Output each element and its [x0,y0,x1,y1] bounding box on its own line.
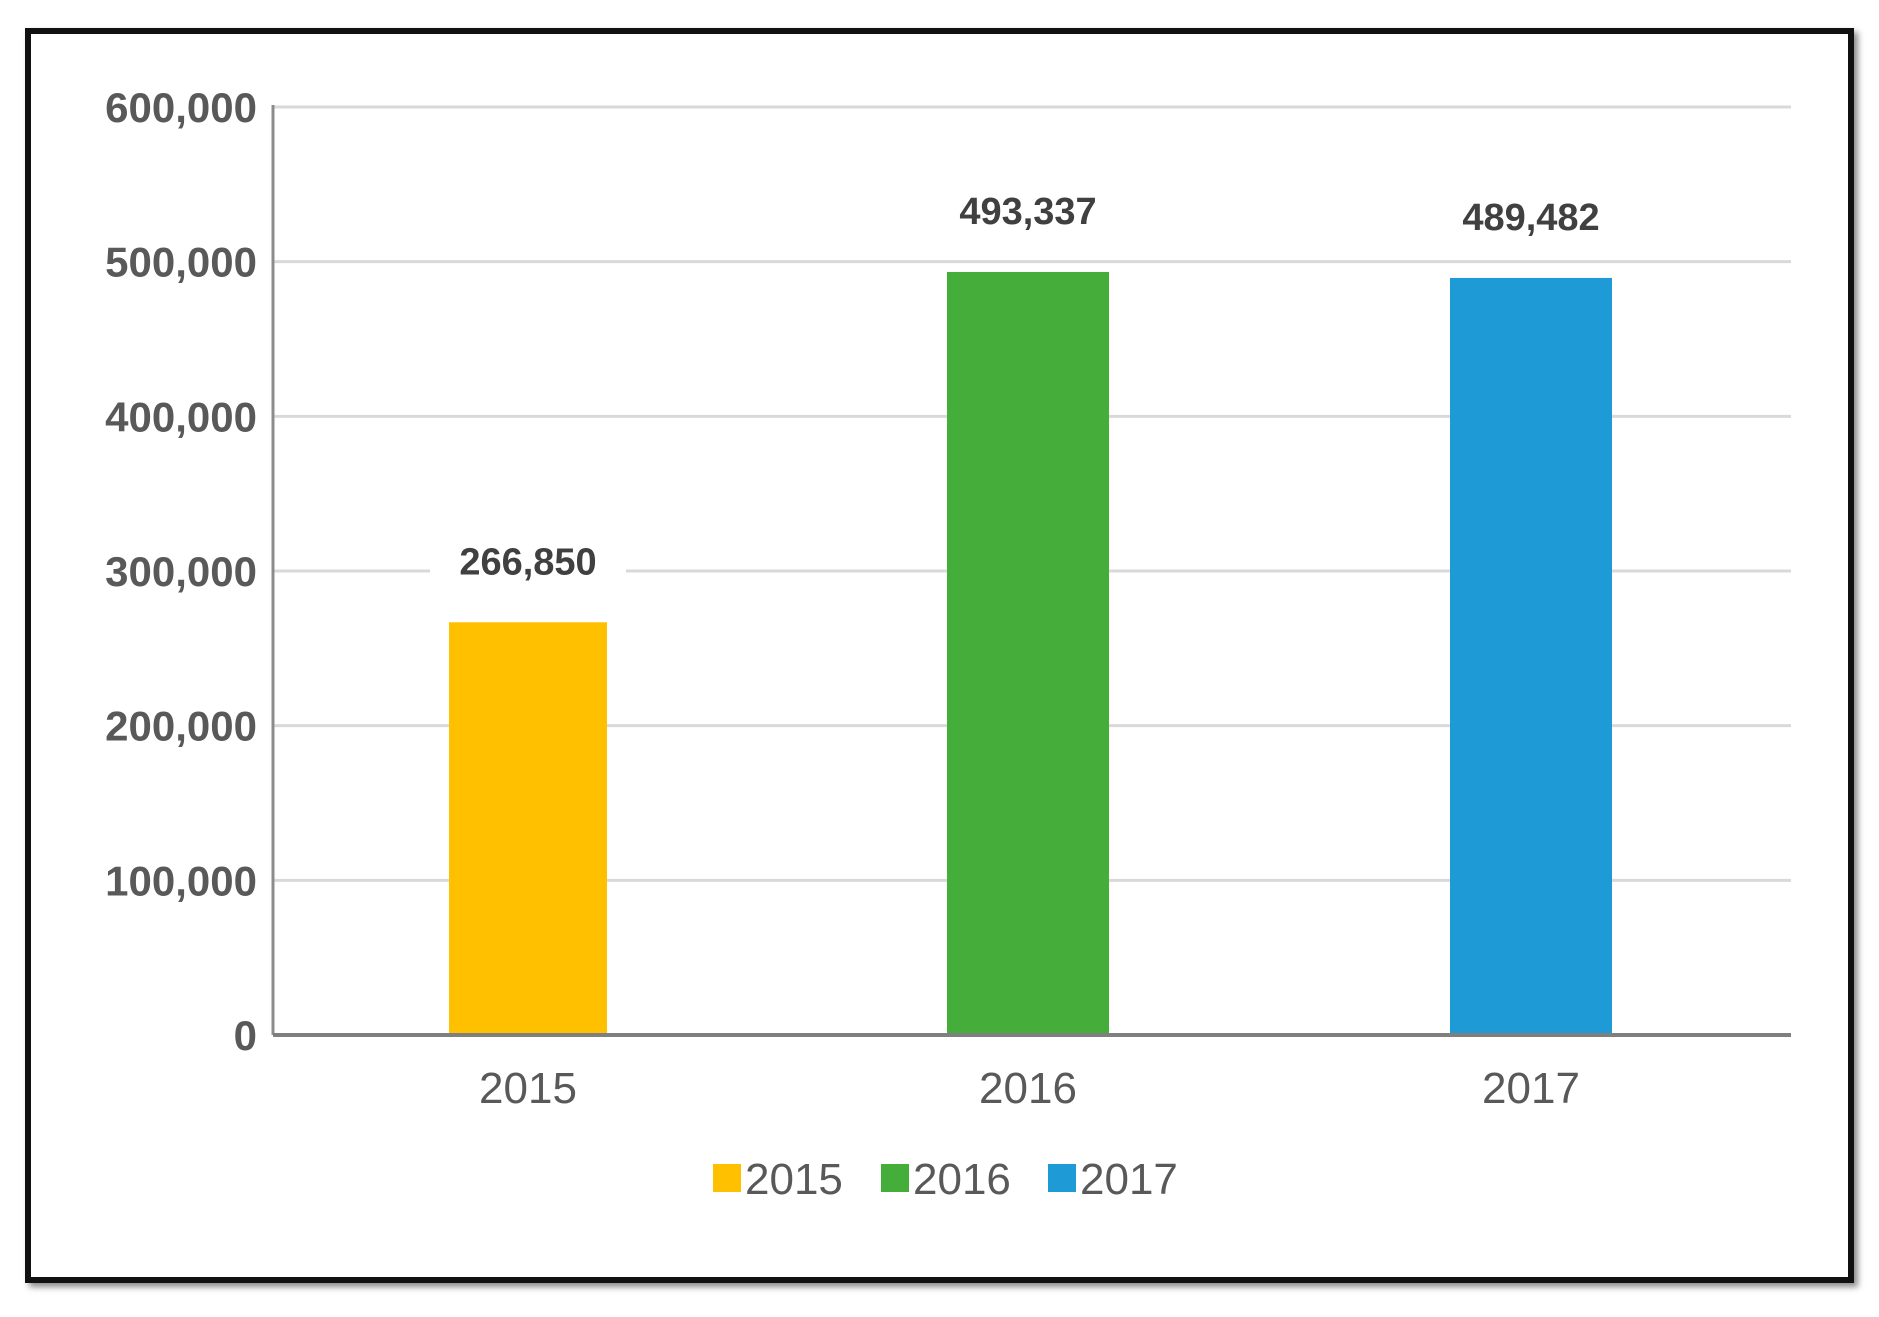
data-label-background [1433,189,1629,246]
legend-swatch-2016 [881,1164,909,1192]
chart-frame: 0 100,000 200,000 300,000 400,000 500,000 600,… [25,28,1854,1283]
data-label-background [430,534,626,591]
bar-chart: 0 100,000 200,000 300,000 400,000 500,000 600,… [105,84,1791,1204]
y-tick-label: 200,000 [105,703,257,750]
data-label-2015: 266,850 [459,541,596,583]
bar-2015 [449,622,607,1035]
y-axis-tick-labels: 0 100,000 200,000 300,000 400,000 500,000 600,… [105,84,257,1059]
data-label-background [930,183,1126,240]
data-labels: 266,850 493,337 489,482 [430,183,1629,591]
legend-label: 2015 [745,1155,843,1204]
bar-2016 [947,271,1109,1035]
y-tick-label: 400,000 [105,393,257,440]
legend-label: 2017 [1080,1155,1178,1204]
x-tick-label: 2017 [1482,1064,1580,1113]
data-label-2017: 489,482 [1462,197,1599,239]
legend: 2015 2016 2017 [713,1155,1178,1204]
y-tick-label: 500,000 [105,239,257,286]
x-tick-label: 2015 [479,1064,577,1113]
data-label-2016: 493,337 [959,191,1096,233]
y-tick-label: 300,000 [105,548,257,595]
y-tick-label: 600,000 [105,84,257,131]
axes [271,105,1791,1037]
y-tick-label: 0 [234,1012,257,1059]
legend-label: 2016 [913,1155,1011,1204]
bar-2017 [1450,277,1612,1035]
bars [449,271,1612,1035]
x-axis-tick-labels: 2015 2016 2017 [479,1064,1580,1113]
x-tick-label: 2016 [979,1064,1077,1113]
y-tick-label: 100,000 [105,857,257,904]
legend-swatch-2015 [713,1164,741,1192]
legend-swatch-2017 [1048,1164,1076,1192]
